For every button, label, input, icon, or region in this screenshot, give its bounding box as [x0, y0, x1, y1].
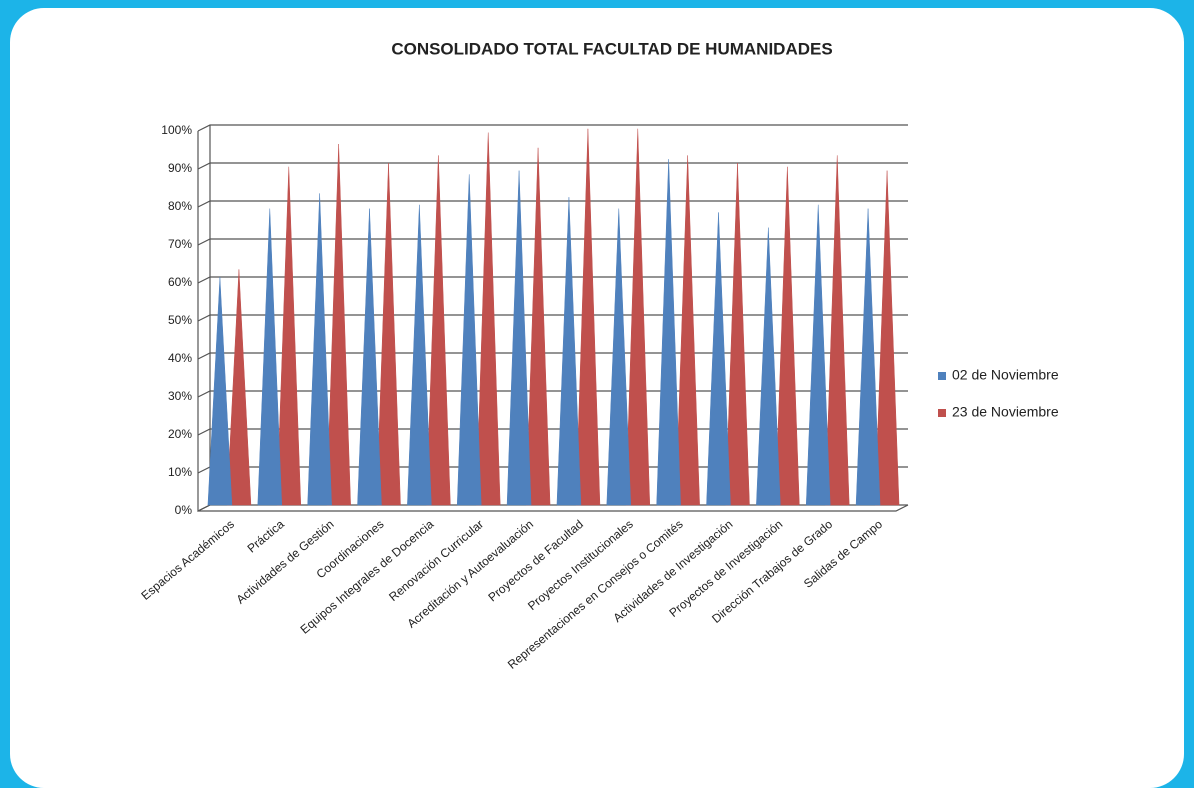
cone: [656, 159, 681, 506]
y-tick-label: 100%: [161, 123, 192, 137]
x-tick-label: Representaciones en Consejos o Comités: [505, 517, 686, 672]
y-tick-label: 50%: [168, 313, 192, 327]
y-tick-label: 40%: [168, 351, 192, 365]
cone: [525, 147, 551, 506]
x-tick-label: Actividades de Gestión: [234, 517, 337, 607]
cone: [606, 208, 632, 506]
y-tick-label: 10%: [168, 465, 192, 479]
cone: [506, 170, 532, 506]
panel: [10, 8, 1184, 788]
grid-line: [197, 276, 908, 284]
cone: [357, 208, 382, 506]
y-tick-label: 90%: [168, 161, 192, 175]
cone: [855, 208, 881, 506]
y-tick-label: 20%: [168, 427, 192, 441]
y-tick-label: 80%: [168, 199, 192, 213]
x-tick-label: Renovación Curricular: [386, 517, 486, 604]
cone: [307, 193, 332, 506]
y-tick-label: 60%: [168, 275, 192, 289]
cone: [625, 128, 651, 506]
cone: [426, 155, 451, 506]
cone: [257, 208, 283, 506]
cone: [326, 143, 351, 506]
grid-line: [197, 238, 908, 246]
cone: [675, 155, 700, 506]
cone: [725, 162, 750, 506]
grid-line: [197, 314, 908, 322]
legend-label: 23 de Noviembre: [952, 404, 1059, 420]
cone: [756, 227, 781, 506]
grid-line: [197, 390, 908, 398]
y-tick-label: 70%: [168, 237, 192, 251]
grid-line: [197, 428, 908, 436]
grid-line: [197, 352, 908, 360]
grid-line: [197, 466, 908, 474]
cone: [407, 204, 432, 506]
y-tick-label: 30%: [168, 389, 192, 403]
cone: [276, 166, 302, 506]
cone: [824, 155, 850, 506]
cone: [706, 212, 731, 506]
cone: [475, 132, 501, 506]
grid-line: [197, 124, 908, 132]
chart-title: CONSOLIDADO TOTAL FACULTAD DE HUMANIDADE…: [391, 39, 832, 58]
x-tick-label: Proyectos de Facultad: [485, 517, 585, 604]
legend-swatch: [938, 409, 946, 417]
grid-line: [197, 504, 908, 512]
cone: [456, 174, 482, 506]
legend-swatch: [938, 372, 946, 380]
x-tick-label: Práctica: [245, 517, 287, 556]
y-tick-label: 0%: [175, 503, 193, 517]
cone: [775, 166, 800, 506]
chart: CONSOLIDADO TOTAL FACULTAD DE HUMANIDADE…: [138, 39, 1059, 672]
x-tick-label: Espacios Académicos: [138, 517, 236, 603]
cone: [575, 128, 601, 506]
grid-line: [197, 200, 908, 208]
grid-line: [197, 162, 908, 170]
cone: [556, 197, 582, 506]
legend-label: 02 de Noviembre: [952, 367, 1059, 383]
floor: [198, 504, 909, 512]
cone: [226, 269, 252, 506]
cone: [874, 170, 900, 506]
cone: [376, 162, 401, 506]
cone: [805, 204, 831, 506]
cone: [207, 276, 233, 506]
